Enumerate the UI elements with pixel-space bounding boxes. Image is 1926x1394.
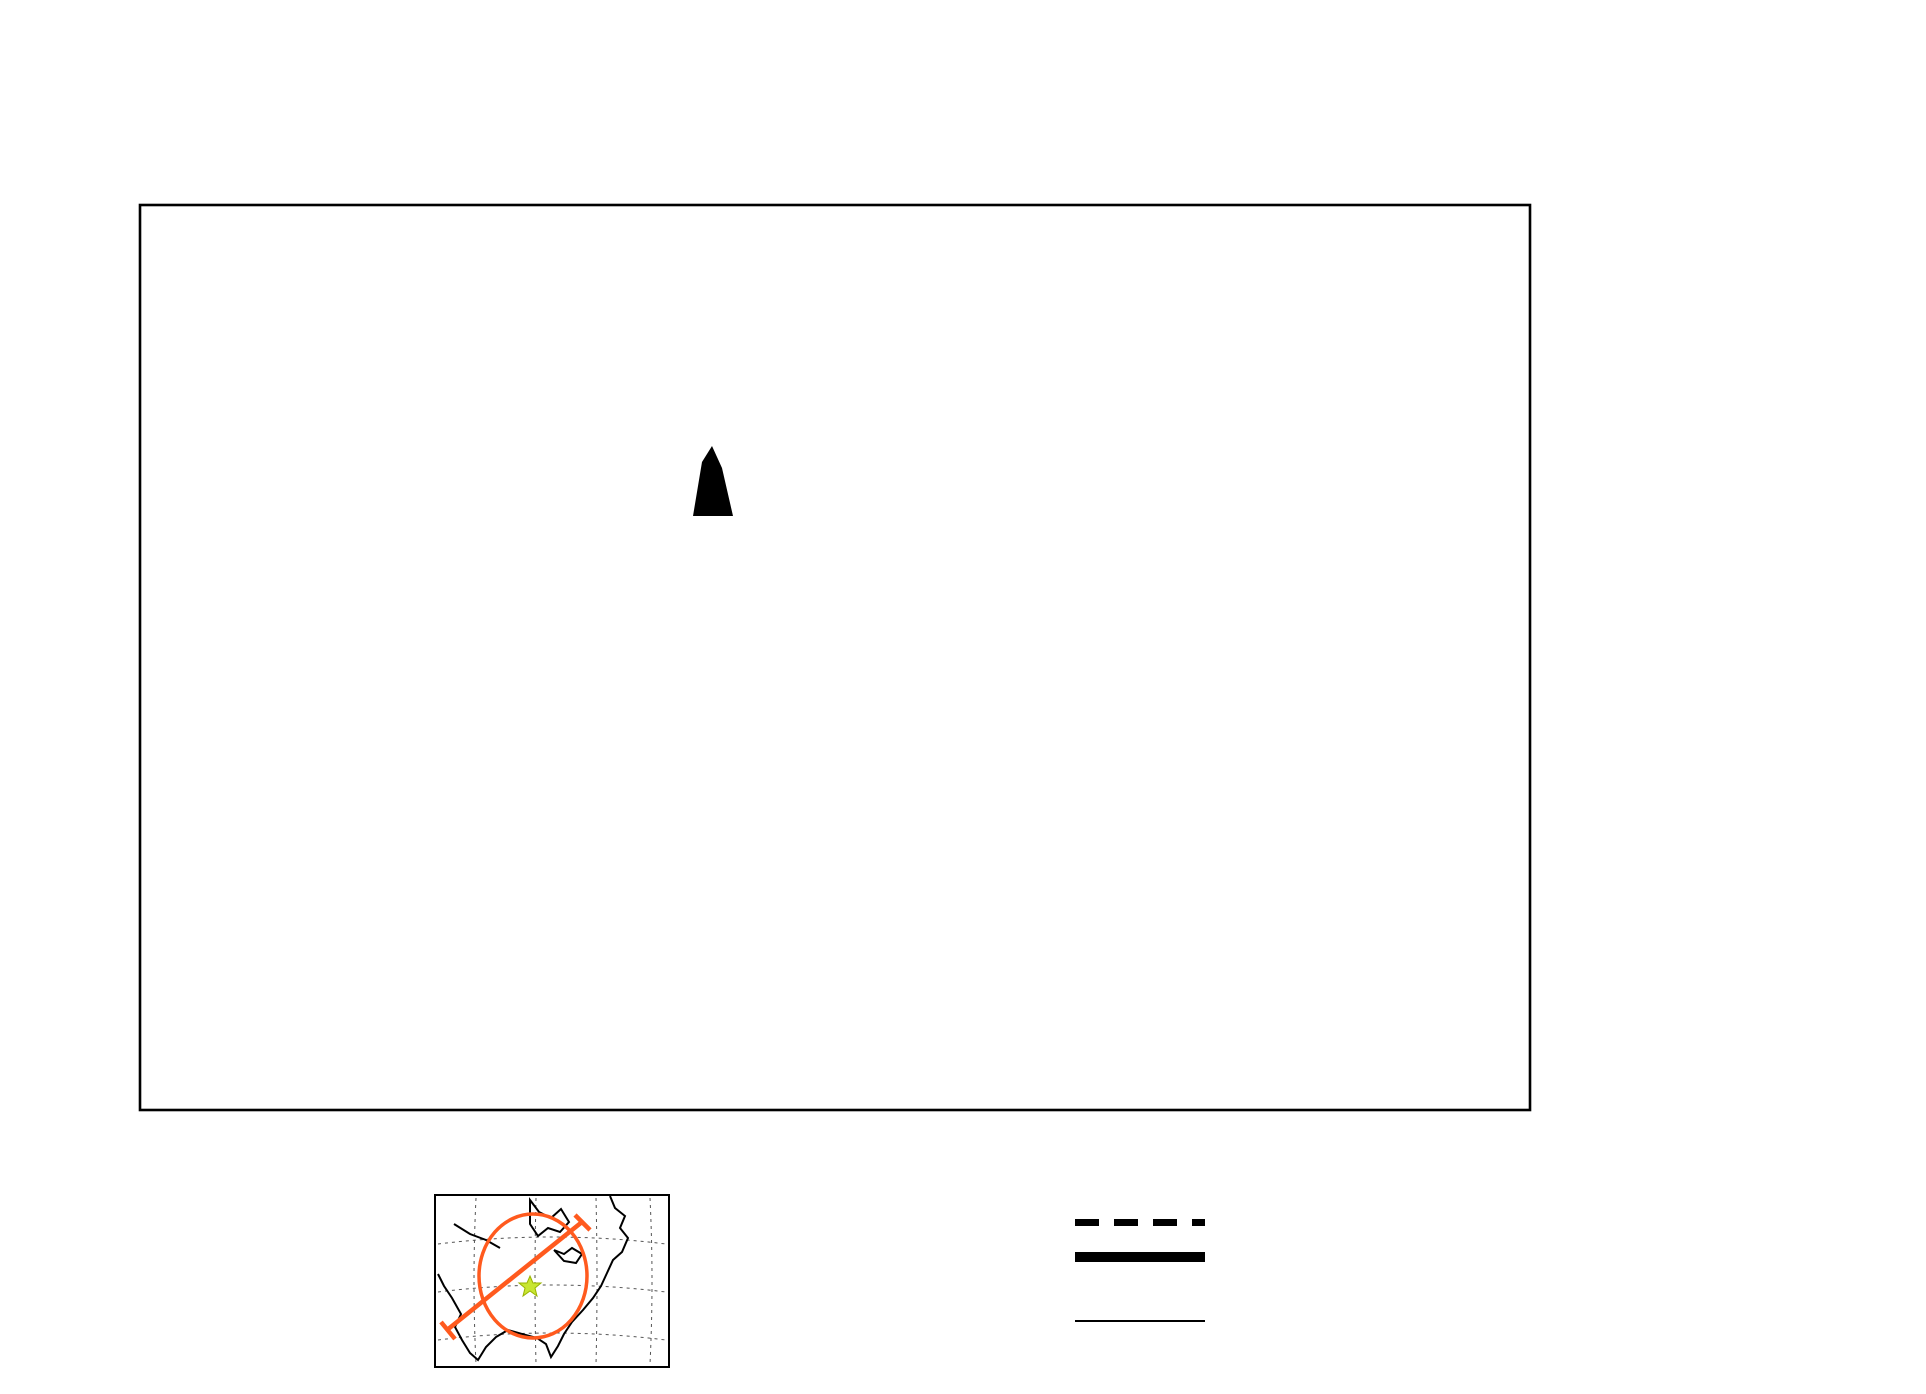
map-location-star [517,1274,543,1298]
legend-box [1042,1193,1455,1375]
legend-item-tropopause [1042,1238,1455,1272]
thin-line-swatch [1075,1320,1205,1322]
map-section-line [439,1213,592,1341]
map-frame [434,1194,670,1368]
thick-line-swatch [1075,1252,1205,1262]
white-line-swatch [1075,1285,1205,1293]
dotted-line-swatch [1075,1351,1205,1355]
legend-item-wind [1042,1303,1455,1337]
tropopause-spike [693,446,733,516]
legend-item-theta [1042,1335,1455,1369]
map-range-circle [477,1212,589,1340]
dashed-line-swatch [1075,1219,1205,1226]
epv-color-field [140,205,1530,1110]
legend-item-epv [1042,1205,1455,1239]
plot-border [138,203,1532,1112]
map-inset [434,1194,670,1368]
legend-item-ozone [1042,1271,1455,1305]
